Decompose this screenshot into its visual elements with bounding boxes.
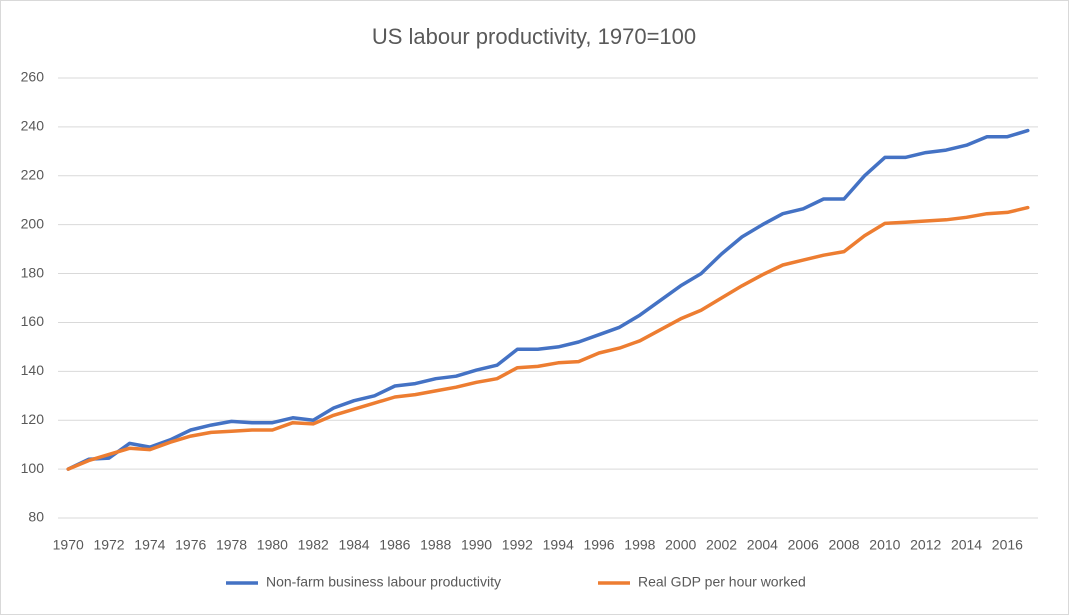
- x-tick-label: 1984: [338, 537, 369, 553]
- x-tick-label: 1972: [93, 537, 124, 553]
- x-tick-label: 1970: [53, 537, 84, 553]
- x-tick-label: 2002: [706, 537, 737, 553]
- x-tick-label: 1988: [420, 537, 451, 553]
- y-tick-label: 140: [21, 362, 45, 378]
- x-tick-label: 1974: [134, 537, 165, 553]
- x-tick-label: 1992: [502, 537, 533, 553]
- y-tick-label: 180: [21, 264, 45, 280]
- y-tick-label: 260: [21, 69, 45, 85]
- series-line: [66, 128, 1030, 471]
- x-tick-label: 1994: [543, 537, 574, 553]
- x-tick-label: 2012: [910, 537, 941, 553]
- y-tick-label: 220: [21, 166, 45, 182]
- x-tick-label: 2000: [665, 537, 696, 553]
- x-tick-label: 2010: [869, 537, 900, 553]
- y-tick-label: 80: [28, 509, 44, 525]
- legend-label: Non-farm business labour productivity: [266, 574, 501, 590]
- x-tick-label: 1990: [461, 537, 492, 553]
- y-tick-label: 100: [21, 460, 45, 476]
- x-tick-label: 2016: [992, 537, 1023, 553]
- y-tick-label: 160: [21, 313, 45, 329]
- legend-label: Real GDP per hour worked: [638, 574, 806, 590]
- y-tick-label: 200: [21, 215, 45, 231]
- chart-title: US labour productivity, 1970=100: [372, 24, 696, 49]
- y-tick-label: 240: [21, 118, 45, 134]
- x-tick-label: 1986: [379, 537, 410, 553]
- x-tick-label: 1976: [175, 537, 206, 553]
- x-tick-label: 2014: [951, 537, 982, 553]
- series-line: [66, 205, 1030, 471]
- x-tick-label: 1998: [624, 537, 655, 553]
- x-tick-label: 1980: [257, 537, 288, 553]
- x-tick-label: 2006: [788, 537, 819, 553]
- x-tick-label: 2004: [747, 537, 778, 553]
- y-tick-label: 120: [21, 411, 45, 427]
- x-tick-label: 2008: [828, 537, 859, 553]
- x-tick-label: 1996: [583, 537, 614, 553]
- x-tick-label: 1982: [298, 537, 329, 553]
- x-tick-label: 1978: [216, 537, 247, 553]
